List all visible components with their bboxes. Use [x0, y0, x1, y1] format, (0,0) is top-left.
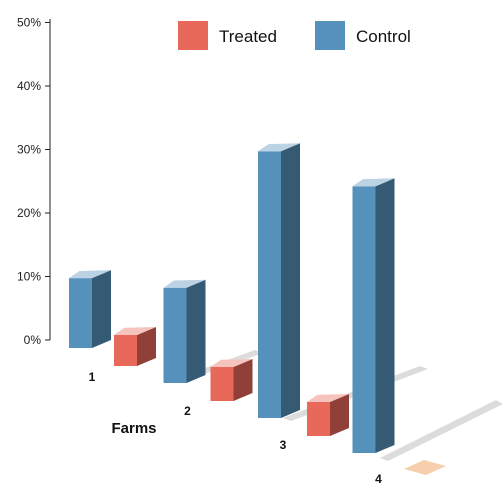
bar-treated-1-side	[137, 327, 156, 366]
category-labels: 1 2 3 4	[89, 370, 383, 486]
bar-control-1-side	[92, 270, 111, 348]
legend-item-treated: Treated	[178, 21, 277, 50]
legend-item-control: Control	[315, 21, 411, 50]
bar-treated-3	[307, 394, 349, 436]
bar-treated-4	[404, 460, 446, 475]
bar-treated-3-side	[330, 394, 349, 436]
bar-control-2	[163, 279, 206, 383]
bar-control-2-top	[163, 279, 206, 288]
bar-treated-2-top	[210, 359, 253, 367]
legend-swatch	[178, 21, 208, 50]
floor-shadow	[380, 400, 503, 461]
bar-treated-2	[210, 359, 253, 401]
bar-control-3-side	[281, 143, 300, 419]
y-tick-labels: 0% 10% 20% 30% 40% 50%	[17, 16, 50, 347]
legend-swatch	[315, 21, 345, 50]
bar-control-1-top	[69, 270, 111, 279]
y-tick-label: 40%	[17, 79, 41, 93]
bar-control-3-top	[258, 143, 300, 152]
bar-treated-3-front	[307, 402, 330, 436]
bar-treated-1-top	[114, 327, 156, 335]
x-tick-label: 3	[280, 438, 287, 452]
bar-treated-2-side	[233, 359, 253, 401]
bar-control-4-front	[352, 186, 376, 454]
y-tick-label: 10%	[17, 270, 41, 284]
bar-control-4-top	[352, 178, 395, 187]
bar-control-3	[258, 143, 300, 419]
x-tick-label: 1	[89, 370, 96, 384]
bar-control-1-front	[69, 278, 92, 348]
bar-control-2-front	[163, 287, 187, 383]
x-tick-label: 4	[375, 472, 382, 486]
legend-label: Treated	[219, 27, 277, 46]
bar-treated-4-top	[404, 460, 446, 475]
bar-control-4	[352, 178, 395, 454]
bar-treated-1	[114, 327, 156, 366]
y-tick-label: 50%	[17, 16, 41, 30]
bar-treated-3-top	[307, 394, 349, 402]
bar-treated-2-front	[210, 367, 234, 401]
y-tick-label: 20%	[17, 206, 41, 220]
bar-control-2-side	[186, 279, 206, 383]
x-axis-title: Farms	[111, 420, 156, 437]
bar-control-1	[69, 270, 111, 348]
legend: Treated Control	[178, 21, 411, 50]
bar-control-4-side	[375, 178, 395, 454]
y-tick-label: 0%	[24, 333, 42, 347]
legend-label: Control	[356, 27, 411, 46]
bar-treated-1-front	[114, 335, 137, 366]
bar-control-3-front	[258, 151, 281, 419]
y-tick-label: 30%	[17, 143, 41, 157]
bars	[69, 143, 446, 475]
x-tick-label: 2	[184, 404, 191, 418]
